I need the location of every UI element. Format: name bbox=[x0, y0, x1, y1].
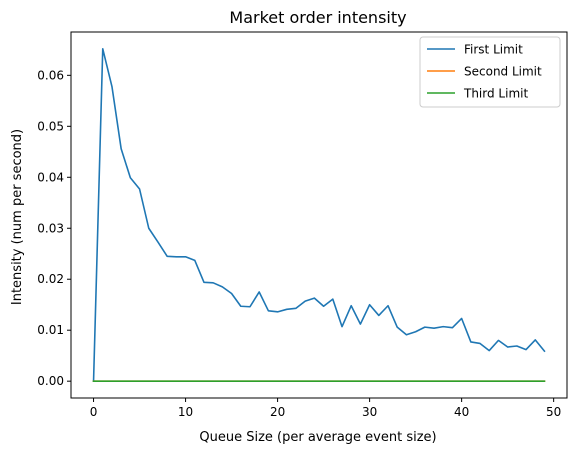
y-tick-label: 0.03 bbox=[37, 221, 64, 235]
legend-label-third-limit: Third Limit bbox=[463, 87, 528, 101]
series-line-first-limit bbox=[92, 48, 546, 383]
x-axis-label: Queue Size (per average event size) bbox=[199, 430, 436, 445]
x-axis-ticks: 0 10 20 30 40 50 bbox=[90, 398, 561, 419]
legend-items: First Limit Second Limit Third Limit bbox=[427, 43, 542, 101]
x-tick-label: 40 bbox=[454, 405, 469, 419]
x-tick-label: 0 bbox=[90, 405, 98, 419]
legend-label-second-limit: Second Limit bbox=[464, 65, 542, 79]
y-tick-label: 0.01 bbox=[37, 323, 64, 337]
y-axis-label: Intensity (num per second) bbox=[10, 129, 25, 305]
legend-label-first-limit: First Limit bbox=[464, 43, 523, 57]
legend-box bbox=[419, 36, 561, 108]
y-tick-label: 0.02 bbox=[37, 272, 64, 286]
y-tick-label: 0.06 bbox=[37, 68, 64, 82]
x-tick-label: 30 bbox=[362, 405, 377, 419]
y-axis-ticks: 0.00 0.01 0.02 0.03 0.04 0.05 0.06 bbox=[37, 68, 71, 388]
y-tick-label: 0.00 bbox=[37, 374, 64, 388]
x-tick-label: 20 bbox=[270, 405, 285, 419]
legend: First Limit Second Limit Third Limit bbox=[419, 36, 561, 108]
chart-title: Market order intensity bbox=[229, 8, 406, 27]
x-tick-label: 50 bbox=[546, 405, 561, 419]
series-layer bbox=[92, 48, 546, 383]
y-tick-label: 0.05 bbox=[37, 119, 64, 133]
y-tick-label: 0.04 bbox=[37, 170, 64, 184]
x-tick-label: 10 bbox=[178, 405, 193, 419]
plot-area bbox=[70, 31, 568, 399]
plot-frame bbox=[70, 31, 568, 399]
